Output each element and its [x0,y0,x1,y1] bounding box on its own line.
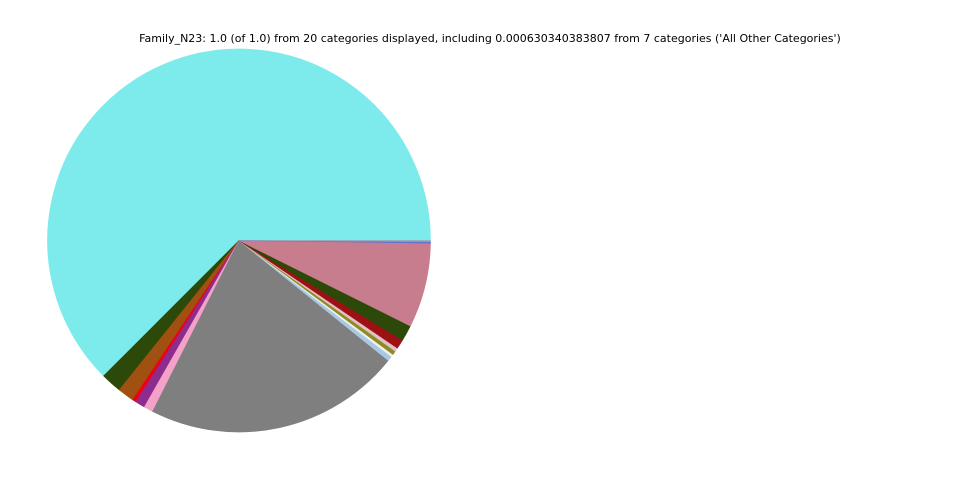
pie-slice-cyan [47,48,431,377]
chart-title: Family_N23: 1.0 (of 1.0) from 20 categor… [139,32,841,45]
pie-slice-gray [152,240,389,433]
pie-slice-lavender-sliver [238,240,431,242]
pie-slices-group [47,48,431,433]
